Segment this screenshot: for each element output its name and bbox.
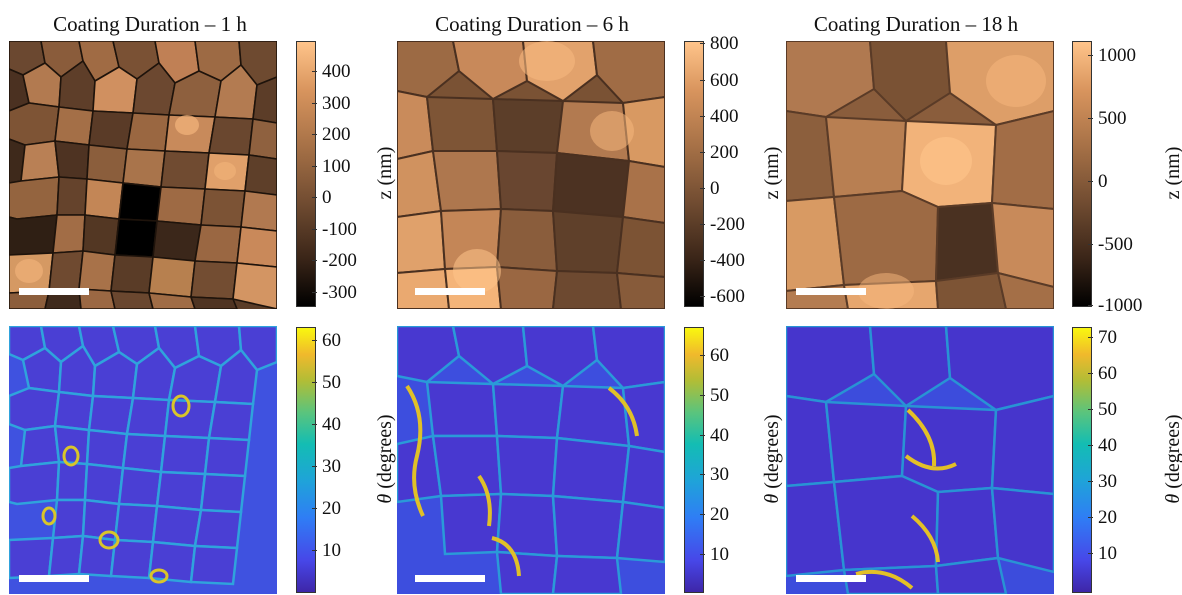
panel-title-18h: Coating Duration – 18 h — [813, 12, 1019, 36]
colorbar-tick-label: 300 — [312, 93, 351, 114]
height-colorbar — [1072, 41, 1092, 307]
colorbar-tick-label: 60 — [1088, 363, 1117, 384]
colorbar-tick-label: 50 — [700, 385, 729, 406]
angle-colorbar — [684, 327, 704, 593]
angle-colorbar — [296, 327, 316, 593]
angle-map-1h — [9, 326, 277, 594]
colorbar-tick-label: -100 — [312, 219, 357, 240]
colorbar-tick-label: 20 — [700, 504, 729, 525]
colorbar-tick-label: 0 — [1088, 171, 1108, 192]
colorbar-tick-label: 10 — [700, 544, 729, 565]
scale-bar — [415, 575, 485, 582]
colorbar-tick-label: 0 — [700, 178, 720, 199]
height-colorbar — [296, 41, 316, 307]
theta-symbol: θ — [761, 493, 783, 504]
colorbar-tick-label: 800 — [700, 33, 739, 54]
scale-bar — [415, 288, 485, 295]
panel-title-1h: Coating Duration – 1 h — [53, 12, 247, 36]
theta-symbol: θ — [1162, 493, 1182, 504]
height-colorbar — [684, 41, 704, 307]
colorbar-tick-label: -400 — [700, 250, 745, 271]
angle-unit-label: (degrees) — [374, 414, 396, 494]
colorbar-tick-label: 600 — [700, 70, 739, 91]
angle-colorbar-label: θ (degrees) — [760, 359, 784, 559]
angle-map-18h — [786, 326, 1054, 594]
angle-unit-label: (degrees) — [761, 414, 783, 494]
colorbar-tick-label: 30 — [1088, 471, 1117, 492]
colorbar-tick-label: 40 — [700, 425, 729, 446]
colorbar-tick-label: 0 — [312, 187, 332, 208]
colorbar-tick-label: -300 — [312, 282, 357, 303]
height-colorbar-label: z (nm) — [374, 146, 396, 200]
colorbar-tick-label: 20 — [312, 498, 341, 519]
colorbar-tick-label: 20 — [1088, 507, 1117, 528]
colorbar-tick-label: -1000 — [1087, 295, 1143, 316]
height-map-1h — [9, 41, 277, 309]
angle-colorbar — [1072, 327, 1092, 593]
colorbar-tick-label: 60 — [700, 345, 729, 366]
colorbar-tick-label: 400 — [312, 61, 351, 82]
colorbar-tick-label: -200 — [700, 214, 745, 235]
colorbar-tick-label: 1000 — [1088, 45, 1136, 66]
colorbar-tick-label: -600 — [700, 286, 745, 307]
height-colorbar-label: z (nm) — [761, 146, 783, 200]
scale-bar — [19, 288, 89, 295]
colorbar-tick-label: 70 — [1088, 327, 1117, 348]
colorbar-tick-label: 200 — [700, 142, 739, 163]
colorbar-tick-label: 100 — [312, 156, 351, 177]
colorbar-tick-label: 500 — [1088, 108, 1127, 129]
colorbar-tick-label: 50 — [1088, 399, 1117, 420]
colorbar-tick-label: 50 — [312, 372, 341, 393]
angle-unit-label: (degrees) — [1162, 414, 1182, 494]
angle-colorbar-label: θ (degrees) — [373, 359, 397, 559]
angle-colorbar-label: θ (degrees) — [1161, 359, 1182, 559]
scale-bar — [796, 575, 866, 582]
colorbar-tick-label: 10 — [1088, 543, 1117, 564]
colorbar-tick-label: 60 — [312, 330, 341, 351]
panel-title-6h: Coating Duration – 6 h — [435, 12, 629, 36]
colorbar-tick-label: -500 — [1088, 234, 1133, 255]
scale-bar — [19, 575, 89, 582]
height-map-6h — [397, 41, 665, 309]
theta-symbol: θ — [374, 493, 396, 504]
colorbar-tick-label: 30 — [700, 464, 729, 485]
colorbar-tick-label: 40 — [312, 414, 341, 435]
colorbar-tick-label: 200 — [312, 124, 351, 145]
height-map-18h — [786, 41, 1054, 309]
colorbar-tick-label: 30 — [312, 456, 341, 477]
scale-bar — [796, 288, 866, 295]
colorbar-tick-label: 10 — [312, 540, 341, 561]
colorbar-tick-label: 40 — [1088, 435, 1117, 456]
colorbar-tick-label: 400 — [700, 106, 739, 127]
angle-map-6h — [397, 326, 665, 594]
height-colorbar-label: z (nm) — [1162, 146, 1182, 200]
colorbar-tick-label: -200 — [312, 250, 357, 271]
